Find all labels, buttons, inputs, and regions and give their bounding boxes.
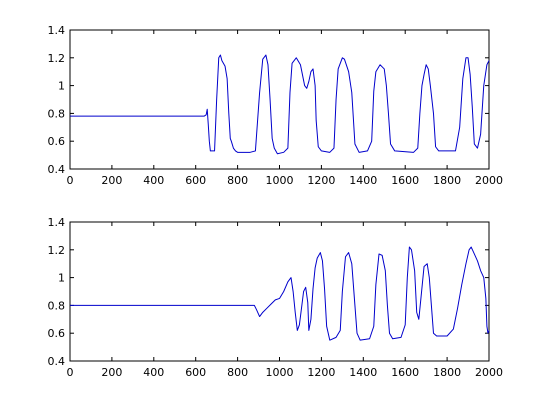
x-tick-label: 600 (185, 366, 206, 379)
x-tick-label: 1200 (307, 366, 335, 379)
x-tick-label: 0 (67, 174, 74, 187)
y-tick-label: 0.8 (48, 299, 66, 312)
series-line (70, 246, 490, 341)
y-tick-label: 1.2 (48, 52, 66, 65)
plot-bottom: 0 200 400 600 800 1000 1200 1400 1600 1800 2000 0.4… (48, 216, 504, 379)
x-tick-label: 200 (101, 366, 122, 379)
x-tick-label: 600 (185, 174, 206, 187)
x-tick-label: 2000 (475, 366, 503, 379)
x-tick-label: 1200 (307, 174, 335, 187)
y-tick-label: 0.6 (48, 135, 66, 148)
x-tick-label: 1800 (433, 366, 461, 379)
y-tick-label: 0.6 (48, 327, 66, 340)
x-tick-label: 1400 (349, 366, 377, 379)
y-tick-label: 1 (58, 80, 65, 93)
x-tick-label: 800 (227, 366, 248, 379)
x-tick-label: 1400 (349, 174, 377, 187)
y-tick-label: 1.2 (48, 244, 66, 257)
x-tick-label: 200 (101, 174, 122, 187)
x-tick-label: 2000 (475, 174, 503, 187)
x-tick-label: 1000 (266, 174, 294, 187)
y-tick-label: 1.4 (48, 24, 66, 37)
plot-top: 0 200 400 600 800 1000 1200 1400 1600 1800 2000 0.4… (48, 24, 504, 187)
y-tick-label: 1.4 (48, 216, 66, 229)
x-tick-label: 800 (227, 174, 248, 187)
x-tick-label: 0 (67, 366, 74, 379)
y-tick-label: 1 (58, 272, 65, 285)
axes-frame (69, 29, 490, 170)
x-tick-label: 1000 (266, 366, 294, 379)
series-line (70, 54, 490, 155)
x-tick-label: 1800 (433, 174, 461, 187)
x-tick-label: 400 (143, 366, 164, 379)
axes-frame (69, 221, 490, 362)
x-tick-label: 1600 (391, 366, 419, 379)
y-tick-label: 0.8 (48, 107, 66, 120)
x-tick-label: 400 (143, 174, 164, 187)
y-tick-label: 0.4 (48, 163, 66, 176)
x-tick-label: 1600 (391, 174, 419, 187)
y-tick-label: 0.4 (48, 355, 66, 368)
